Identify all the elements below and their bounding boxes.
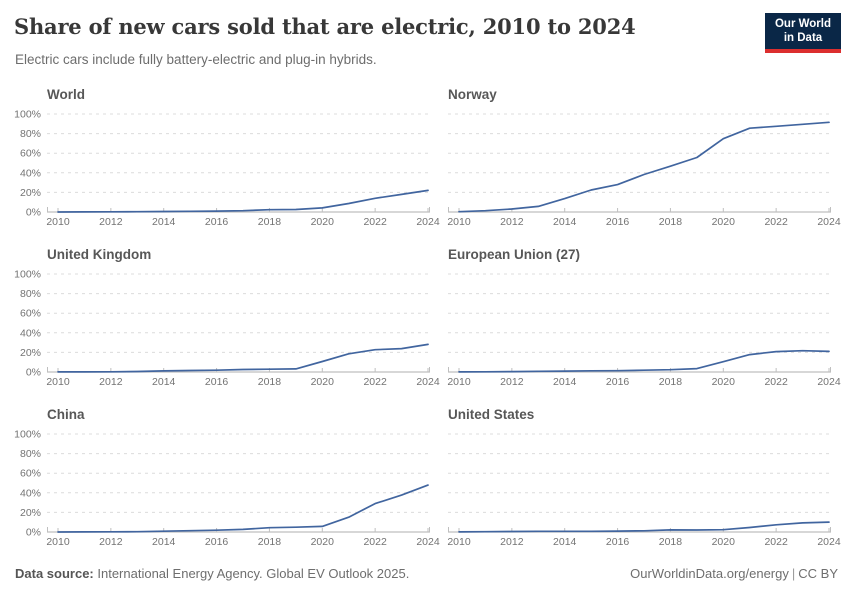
svg-text:2018: 2018 xyxy=(659,536,683,548)
svg-text:20%: 20% xyxy=(20,347,41,359)
svg-text:2022: 2022 xyxy=(764,536,788,548)
line-chart-united-kingdom: 0% 20% 40% 60% 80% 100% 2010 2012 2014 2016 2018 20… xyxy=(14,269,440,389)
svg-text:2010: 2010 xyxy=(46,216,70,228)
svg-text:2010: 2010 xyxy=(447,216,471,228)
svg-text:2018: 2018 xyxy=(258,536,282,548)
page-subtitle: Electric cars include fully battery-elec… xyxy=(15,52,377,67)
owid-logo-line2: in Data xyxy=(783,31,823,44)
svg-text:2018: 2018 xyxy=(258,216,282,228)
svg-text:40%: 40% xyxy=(20,327,41,339)
svg-text:2014: 2014 xyxy=(553,536,577,548)
owid-logo: Our World in Data xyxy=(765,13,841,53)
svg-text:2022: 2022 xyxy=(363,536,387,548)
facet-title-european-union: European Union (27) xyxy=(448,247,581,262)
svg-text:0%: 0% xyxy=(26,367,41,379)
line-chart-china: 0% 20% 40% 60% 80% 100% 2010 2012 2014 2016 2018 20… xyxy=(14,429,440,549)
svg-text:2014: 2014 xyxy=(553,376,577,388)
svg-text:2016: 2016 xyxy=(606,216,630,228)
svg-text:2024: 2024 xyxy=(416,536,440,548)
svg-text:0%: 0% xyxy=(26,527,41,539)
svg-text:2016: 2016 xyxy=(606,376,630,388)
page-title: Share of new cars sold that are electric… xyxy=(14,14,636,39)
data-source-label: Data source: xyxy=(15,566,94,581)
footer-separator: | xyxy=(791,566,796,581)
svg-text:2012: 2012 xyxy=(500,376,524,388)
footer-attribution: OurWorldinData.org/energy | CC BY xyxy=(630,566,838,581)
svg-text:80%: 80% xyxy=(20,128,41,140)
svg-text:60%: 60% xyxy=(20,468,41,480)
svg-text:60%: 60% xyxy=(20,308,41,320)
svg-text:2012: 2012 xyxy=(500,216,524,228)
svg-text:2018: 2018 xyxy=(659,376,683,388)
svg-text:80%: 80% xyxy=(20,288,41,300)
line-chart-united-states: 2010 2012 2014 2016 2018 2020 2022 2024 xyxy=(447,433,841,548)
svg-text:2024: 2024 xyxy=(817,216,841,228)
facet-european-union: European Union (27) 2010 2012 2014 2016 2018… xyxy=(447,242,841,402)
svg-text:20%: 20% xyxy=(20,507,41,519)
facet-united-kingdom: United Kingdom 0% 20% 40% 60% 80% 100% 2010 201… xyxy=(14,242,440,402)
svg-text:2012: 2012 xyxy=(99,376,123,388)
facet-norway: Norway 2010 2012 2014 2016 2018 2020 2022 2024 xyxy=(447,82,841,242)
line-chart-world: 0% 20% 40% 60% 80% 100% 2010 2012 2014 2016 2018 20… xyxy=(14,109,440,229)
facet-united-states: United States 2010 2012 2014 2016 2018 2020 20… xyxy=(447,402,841,562)
svg-text:2014: 2014 xyxy=(152,376,176,388)
svg-text:100%: 100% xyxy=(14,429,41,441)
svg-text:2010: 2010 xyxy=(447,536,471,548)
svg-text:2010: 2010 xyxy=(46,376,70,388)
facet-china: China 0% 20% 40% 60% 80% 100% 2010 2012 2014 2016… xyxy=(14,402,440,562)
owid-url-link[interactable]: OurWorldinData.org/energy xyxy=(630,566,789,581)
line-chart-norway: 2010 2012 2014 2016 2018 2020 2022 2024 xyxy=(447,113,841,228)
data-source-text: International Energy Agency. Global EV O… xyxy=(97,566,410,581)
svg-text:2020: 2020 xyxy=(311,376,335,388)
svg-text:2020: 2020 xyxy=(311,216,335,228)
svg-text:2020: 2020 xyxy=(712,536,736,548)
svg-text:2012: 2012 xyxy=(99,536,123,548)
svg-text:2014: 2014 xyxy=(152,536,176,548)
page-footer: Data source: International Energy Agency… xyxy=(15,566,838,581)
data-source: Data source: International Energy Agency… xyxy=(15,566,409,581)
svg-text:60%: 60% xyxy=(20,148,41,160)
svg-text:0%: 0% xyxy=(26,207,41,219)
facet-grid: World 0% 20% 40% 60% 80% 100% 2010 2012 2014 2016… xyxy=(14,82,841,562)
svg-text:20%: 20% xyxy=(20,187,41,199)
svg-text:2024: 2024 xyxy=(817,536,841,548)
facet-title-united-kingdom: United Kingdom xyxy=(47,247,152,262)
svg-text:2012: 2012 xyxy=(500,536,524,548)
svg-text:2024: 2024 xyxy=(416,376,440,388)
owid-logo-line1: Our World xyxy=(774,18,831,30)
svg-text:2024: 2024 xyxy=(817,376,841,388)
svg-text:2024: 2024 xyxy=(416,216,440,228)
svg-text:2014: 2014 xyxy=(553,216,577,228)
svg-text:2014: 2014 xyxy=(152,216,176,228)
svg-text:2016: 2016 xyxy=(606,536,630,548)
svg-text:100%: 100% xyxy=(14,269,41,281)
svg-text:2018: 2018 xyxy=(258,376,282,388)
license-label: CC BY xyxy=(798,566,838,581)
svg-text:2010: 2010 xyxy=(46,536,70,548)
svg-text:2022: 2022 xyxy=(764,376,788,388)
facet-world: World 0% 20% 40% 60% 80% 100% 2010 2012 2014 2016… xyxy=(14,82,440,242)
facet-title-china: China xyxy=(47,407,85,422)
svg-text:2012: 2012 xyxy=(99,216,123,228)
facet-title-norway: Norway xyxy=(448,87,497,102)
svg-text:40%: 40% xyxy=(20,167,41,179)
svg-text:2016: 2016 xyxy=(205,376,229,388)
svg-text:2022: 2022 xyxy=(363,216,387,228)
line-chart-european-union: 2010 2012 2014 2016 2018 2020 2022 2024 xyxy=(447,273,841,388)
svg-text:2022: 2022 xyxy=(764,216,788,228)
svg-text:2016: 2016 xyxy=(205,216,229,228)
svg-text:100%: 100% xyxy=(14,109,41,121)
svg-text:40%: 40% xyxy=(20,487,41,499)
svg-text:80%: 80% xyxy=(20,448,41,460)
svg-text:2018: 2018 xyxy=(659,216,683,228)
svg-text:2020: 2020 xyxy=(712,216,736,228)
svg-text:2020: 2020 xyxy=(712,376,736,388)
svg-text:2022: 2022 xyxy=(363,376,387,388)
facet-title-world: World xyxy=(47,87,85,102)
svg-text:2010: 2010 xyxy=(447,376,471,388)
facet-title-united-states: United States xyxy=(448,407,535,422)
svg-text:2020: 2020 xyxy=(311,536,335,548)
svg-text:2016: 2016 xyxy=(205,536,229,548)
